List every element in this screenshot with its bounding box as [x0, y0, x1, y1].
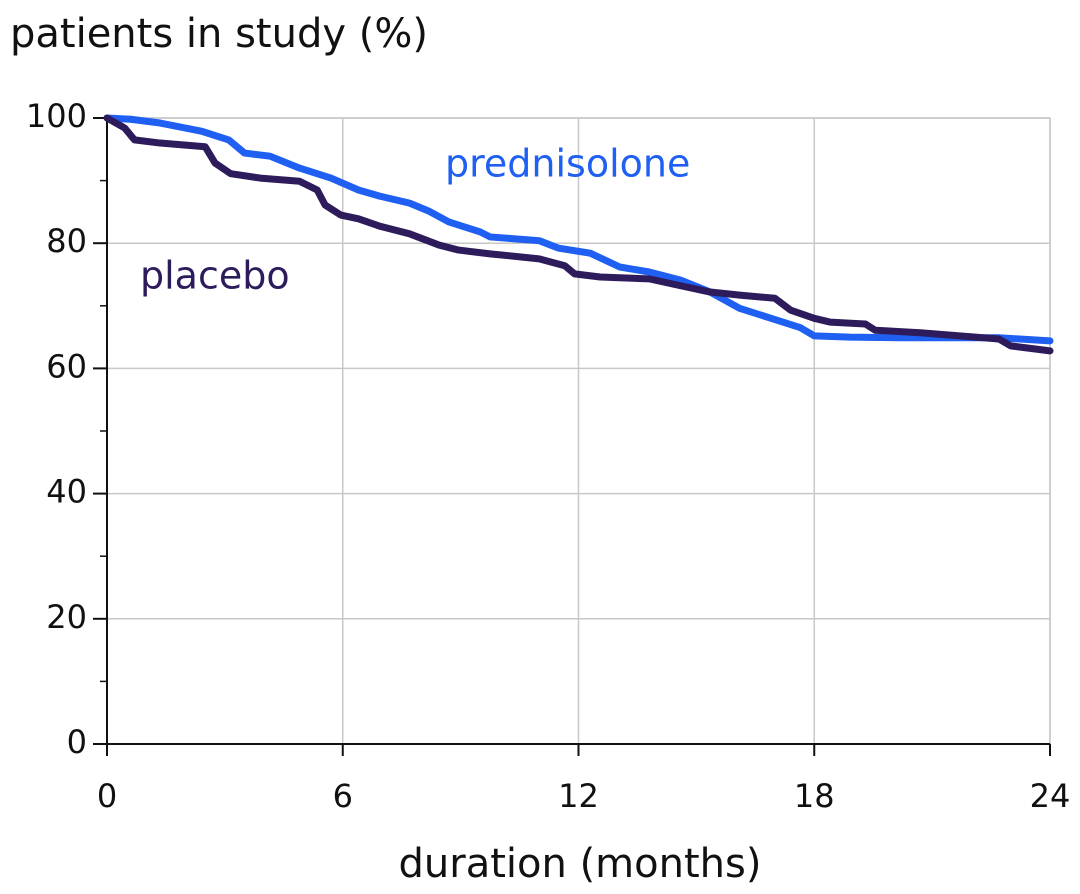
x-tick-label: 0 [97, 777, 117, 815]
series-line [103, 114, 1054, 345]
x-tick-label: 18 [794, 777, 835, 815]
y-tick-label: 20 [46, 598, 87, 636]
y-tick-label: 80 [46, 222, 87, 260]
chart-title: patients in study (%) [10, 11, 428, 57]
x-tick-label: 24 [1030, 777, 1071, 815]
x-tick-label: 6 [333, 777, 353, 815]
series-label: placebo [140, 254, 290, 298]
x-axis-label: duration (months) [399, 841, 762, 887]
series-line [103, 114, 1054, 355]
x-tick-label: 12 [558, 777, 599, 815]
y-tick-label: 0 [67, 723, 87, 761]
y-tick-label: 40 [46, 473, 87, 511]
series-label: prednisolone [445, 142, 690, 186]
y-tick-label: 100 [26, 97, 87, 135]
y-tick-label: 60 [46, 347, 87, 385]
